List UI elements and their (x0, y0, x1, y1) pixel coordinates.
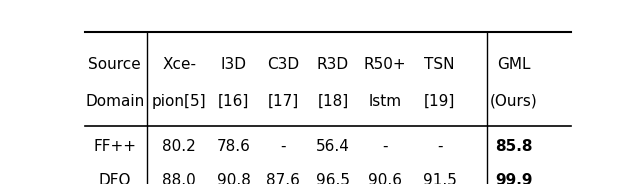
Text: FF++: FF++ (93, 139, 136, 154)
Text: I3D: I3D (221, 57, 247, 72)
Text: Xce-: Xce- (162, 57, 196, 72)
Text: [16]: [16] (218, 94, 250, 109)
Text: GML: GML (497, 57, 531, 72)
Text: R3D: R3D (317, 57, 349, 72)
Text: 56.4: 56.4 (316, 139, 350, 154)
Text: 87.6: 87.6 (266, 173, 300, 184)
Text: 88.0: 88.0 (163, 173, 196, 184)
Text: [18]: [18] (317, 94, 349, 109)
Text: 85.8: 85.8 (495, 139, 532, 154)
Text: -: - (382, 139, 388, 154)
Text: -: - (280, 139, 286, 154)
Text: 99.9: 99.9 (495, 173, 532, 184)
Text: C3D: C3D (268, 57, 300, 72)
Text: (Ours): (Ours) (490, 94, 538, 109)
Text: TSN: TSN (424, 57, 455, 72)
Text: 91.5: 91.5 (422, 173, 456, 184)
Text: pion[5]: pion[5] (152, 94, 207, 109)
Text: lstm: lstm (369, 94, 402, 109)
Text: 96.5: 96.5 (316, 173, 350, 184)
Text: [19]: [19] (424, 94, 455, 109)
Text: Domain: Domain (85, 94, 145, 109)
Text: 90.8: 90.8 (217, 173, 251, 184)
Text: R50+: R50+ (364, 57, 406, 72)
Text: -: - (437, 139, 442, 154)
Text: Source: Source (88, 57, 141, 72)
Text: [17]: [17] (268, 94, 299, 109)
Text: 80.2: 80.2 (163, 139, 196, 154)
Text: 90.6: 90.6 (368, 173, 402, 184)
Text: 78.6: 78.6 (217, 139, 251, 154)
Text: DFO: DFO (99, 173, 131, 184)
